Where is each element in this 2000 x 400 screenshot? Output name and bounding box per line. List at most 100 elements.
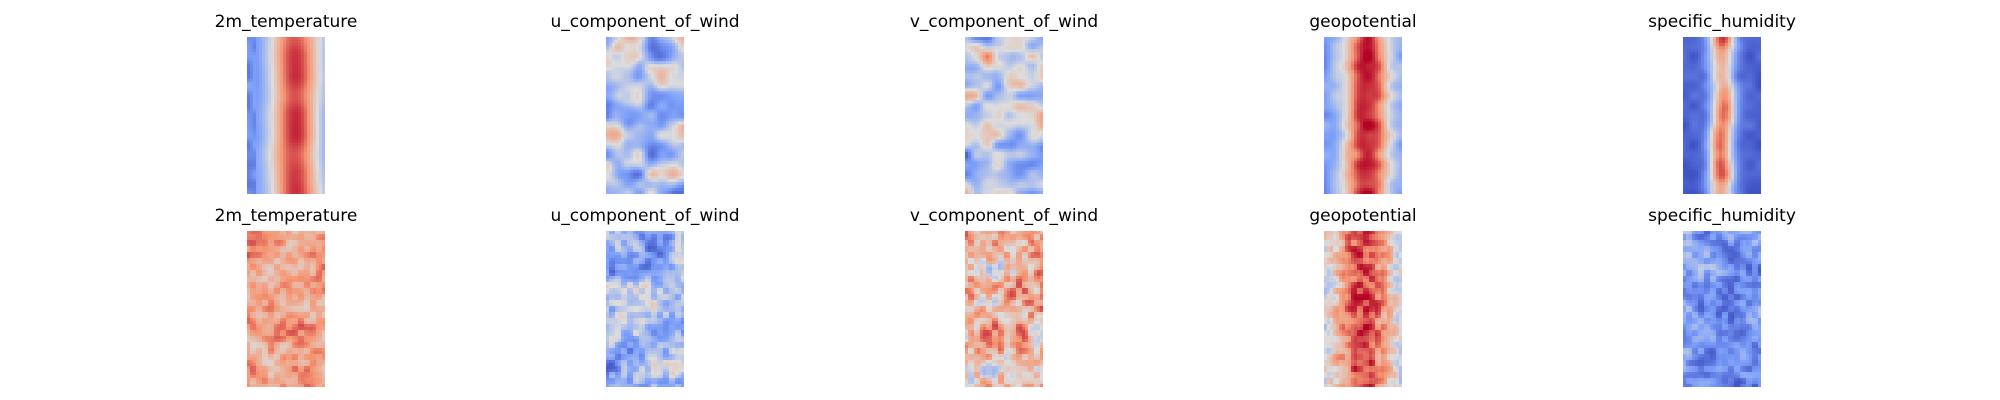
heatmap-cell [675, 49, 679, 53]
heatmap-cell [977, 136, 981, 141]
heatmap-cell [660, 181, 664, 186]
heatmap-cell [624, 184, 628, 189]
heatmap-cell [1004, 151, 1008, 156]
heatmap-cell [1399, 76, 1402, 80]
heatmap-cell [1396, 139, 1400, 144]
heatmap-cell [678, 103, 682, 108]
heatmap-cell [663, 58, 667, 62]
heatmap-cell [1007, 172, 1011, 177]
heatmap-cell [621, 133, 625, 138]
heatmap-cell [1001, 175, 1005, 180]
heatmap-cell [304, 58, 308, 62]
heatmap-cell [1001, 43, 1005, 47]
heatmap-cell [1375, 130, 1379, 135]
heatmap-cell [1019, 82, 1023, 86]
heatmap-cell [295, 148, 299, 153]
heatmap-cell [286, 73, 290, 77]
heatmap-cell [1363, 100, 1367, 105]
heatmap-cell [250, 88, 254, 92]
heatmap-cell [983, 49, 987, 53]
heatmap-cell [636, 130, 640, 135]
heatmap-cell [265, 100, 269, 105]
heatmap-cell [1339, 64, 1343, 68]
heatmap-cell [1013, 175, 1017, 180]
heatmap-cell [977, 70, 981, 74]
heatmap-cell [621, 124, 625, 129]
heatmap-cell [1327, 82, 1331, 86]
heatmap-cell [989, 40, 993, 44]
heatmap-cell [304, 181, 308, 186]
heatmap-cell [1013, 178, 1017, 183]
heatmap-cell [268, 163, 272, 168]
heatmap-cell [1399, 127, 1402, 132]
heatmap-cell [968, 85, 972, 89]
heatmap-cell [292, 103, 296, 108]
heatmap-cell [295, 160, 299, 165]
heatmap-cell [612, 136, 616, 141]
heatmap-cell [968, 127, 972, 132]
heatmap-cell [1369, 43, 1373, 47]
heatmap-cell [1357, 97, 1361, 101]
heatmap-cell [1390, 94, 1394, 98]
heatmap-cell [977, 169, 981, 174]
heatmap-cell [1393, 58, 1397, 62]
heatmap-cell [678, 61, 682, 65]
heatmap-cell [292, 46, 296, 50]
heatmap-cell [639, 70, 643, 74]
heatmap-cell [274, 124, 278, 129]
heatmap-cell [660, 145, 664, 150]
heatmap-cell [678, 94, 682, 98]
heatmap-cell [618, 136, 622, 141]
heatmap-cell [986, 115, 990, 120]
heatmap-cell [998, 103, 1002, 108]
heatmap-cell [983, 115, 987, 120]
heatmap-cell [1037, 157, 1041, 162]
heatmap-cell [1360, 67, 1364, 71]
heatmap-cell [295, 181, 299, 186]
heatmap-cell [1375, 100, 1379, 105]
heatmap-cell [283, 136, 287, 141]
heatmap-cell [1336, 124, 1340, 129]
heatmap-cell [1037, 82, 1041, 86]
heatmap-cell [654, 109, 658, 114]
heatmap-cell [292, 139, 296, 144]
heatmap-cell [995, 124, 999, 129]
heatmap-cell [1384, 70, 1388, 74]
heatmap-cell [298, 169, 302, 174]
heatmap-cell [1336, 127, 1340, 132]
heatmap-cell [298, 121, 302, 126]
heatmap-cell [1348, 133, 1352, 138]
heatmap-cell [262, 46, 266, 50]
heatmap-cell [1342, 58, 1346, 62]
heatmap-cell [621, 157, 625, 162]
heatmap-cell [624, 76, 628, 80]
heatmap-cell [1387, 97, 1391, 101]
heatmap-cell [651, 139, 655, 144]
heatmap-cell [980, 58, 984, 62]
heatmap-cell [992, 97, 996, 101]
heatmap-cell [678, 121, 682, 126]
heatmap-cell [651, 70, 655, 74]
heatmap-cell [1393, 97, 1397, 101]
heatmap-cell [645, 37, 649, 41]
heatmap-cell [259, 103, 263, 108]
heatmap-cell [1372, 127, 1376, 132]
heatmap-cell [612, 67, 616, 71]
heatmap-cell [1025, 145, 1029, 150]
heatmap-cell [606, 160, 610, 165]
heatmap-cell [295, 49, 299, 53]
heatmap-cell [633, 148, 637, 153]
heatmap-cell [645, 109, 649, 114]
heatmap-cell [250, 136, 254, 141]
heatmap-cell [295, 145, 299, 150]
heatmap-cell [971, 127, 975, 132]
heatmap-cell [262, 100, 266, 105]
heatmap-cell [1004, 130, 1008, 135]
heatmap-cell [618, 178, 622, 183]
heatmap-cell [1396, 109, 1400, 114]
heatmap-cell [630, 100, 634, 105]
heatmap-cell [642, 94, 646, 98]
heatmap-cell [1369, 70, 1373, 74]
heatmap-cell [669, 127, 673, 132]
heatmap-cell [1034, 190, 1038, 194]
